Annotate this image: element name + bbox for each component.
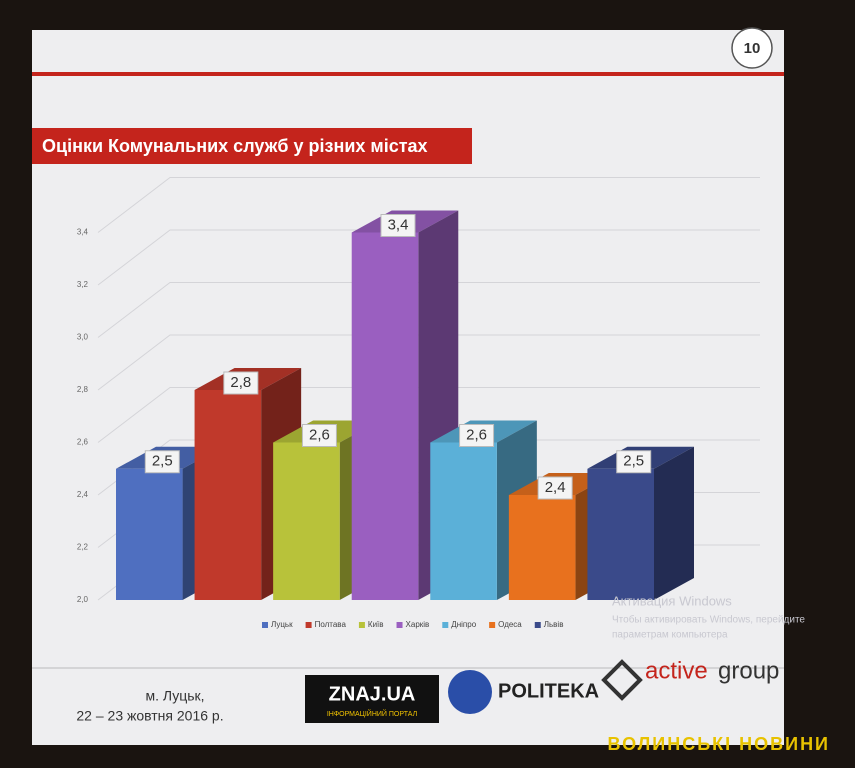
legend-swatch [442,622,449,628]
y-tick-label: 2,4 [77,490,89,499]
legend-swatch [534,622,541,628]
y-tick-label: 2,0 [77,595,89,604]
watermark: параметрам компьютера [612,630,728,641]
active-logo: active [645,657,708,684]
legend-label: Луцьк [271,620,293,629]
value-label: 2,5 [152,453,173,470]
y-tick-label: 3,0 [77,333,89,342]
value-label-box [459,424,495,447]
bar-front [194,390,262,600]
znaj-logo [305,675,439,723]
legend-label: Одеса [498,620,522,629]
value-label: 3,4 [388,216,409,233]
chart: 2,0 2,2 2,4 2,6 2,8 3,0 3,2 3,4 2,5 2,8 2,6 3,4 2,6 2… [77,177,760,629]
bar-front [587,468,654,600]
active-icon [601,659,643,701]
bar-front [351,232,419,600]
grid-line [97,334,760,391]
page-number-badge [731,27,773,69]
legend-swatch [396,622,403,628]
grid-line [97,177,760,233]
legend-label: Дніпро [451,620,476,629]
value-label: 2,6 [309,426,330,443]
value-label-box [616,450,652,474]
znaj-logo-sub: ІНФОРМАЦІЙНИЙ ПОРТАЛ [327,709,418,718]
legend-swatch [489,622,496,628]
footer-dates: 22 – 23 жовтня 2016 р. [76,708,223,724]
legend-label: Харків [406,620,430,629]
group-logo: group [718,657,779,684]
value-label-box [380,214,416,237]
footer-city: м. Луцьк, [145,688,204,704]
legend-label: Львів [544,620,564,629]
legend-label: Київ [368,620,384,629]
bar-front [430,442,497,600]
value-label-box [301,424,337,447]
grid-line [97,387,760,443]
caption: ВОЛИНСЬКІ НОВИНИ [608,734,830,754]
bar [587,446,694,600]
slide-title: Оцінки Комунальних служб у різних містах [42,136,428,156]
politeka-icon [448,670,492,714]
y-tick-label: 2,8 [77,385,89,394]
bar-front [116,468,183,600]
bar [194,368,302,600]
value-label: 2,8 [230,374,251,391]
bar-side [654,446,694,600]
title-band [32,128,472,164]
value-label-box [537,476,573,500]
legend-label: Полтава [315,620,347,629]
legend-swatch [262,622,268,628]
watermark: Активация Windows [612,593,732,608]
znaj-logo-text: ZNAJ.UA [329,683,416,705]
y-tick-label: 2,6 [77,438,89,447]
value-label: 2,6 [466,426,487,443]
legend-swatch [305,622,312,628]
watermark: Чтобы активировать Windows, перейдите [612,614,805,626]
grid-line [97,229,760,286]
politeka-logo: POLITEKA [498,680,599,702]
top-rule [32,72,784,76]
value-label-box [144,450,180,474]
value-label-box [223,371,259,395]
bar-front [273,442,340,600]
legend-swatch [358,622,365,628]
value-label: 2,4 [545,479,566,496]
y-tick-label: 3,2 [77,280,89,289]
grid-line [97,282,760,338]
page-number: 10 [744,40,761,57]
y-tick-label: 2,2 [77,543,89,552]
value-label: 2,5 [623,453,644,470]
bar-front [508,495,576,600]
y-tick-label: 3,4 [77,228,89,237]
